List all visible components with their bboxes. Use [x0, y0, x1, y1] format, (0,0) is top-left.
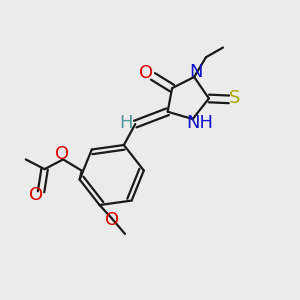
Text: H: H	[120, 114, 133, 132]
Text: N: N	[189, 63, 202, 81]
Text: S: S	[229, 89, 240, 107]
Text: O: O	[105, 211, 119, 229]
Text: NH: NH	[187, 114, 214, 132]
Text: O: O	[29, 186, 43, 204]
Text: O: O	[55, 145, 69, 163]
Text: O: O	[140, 64, 154, 82]
